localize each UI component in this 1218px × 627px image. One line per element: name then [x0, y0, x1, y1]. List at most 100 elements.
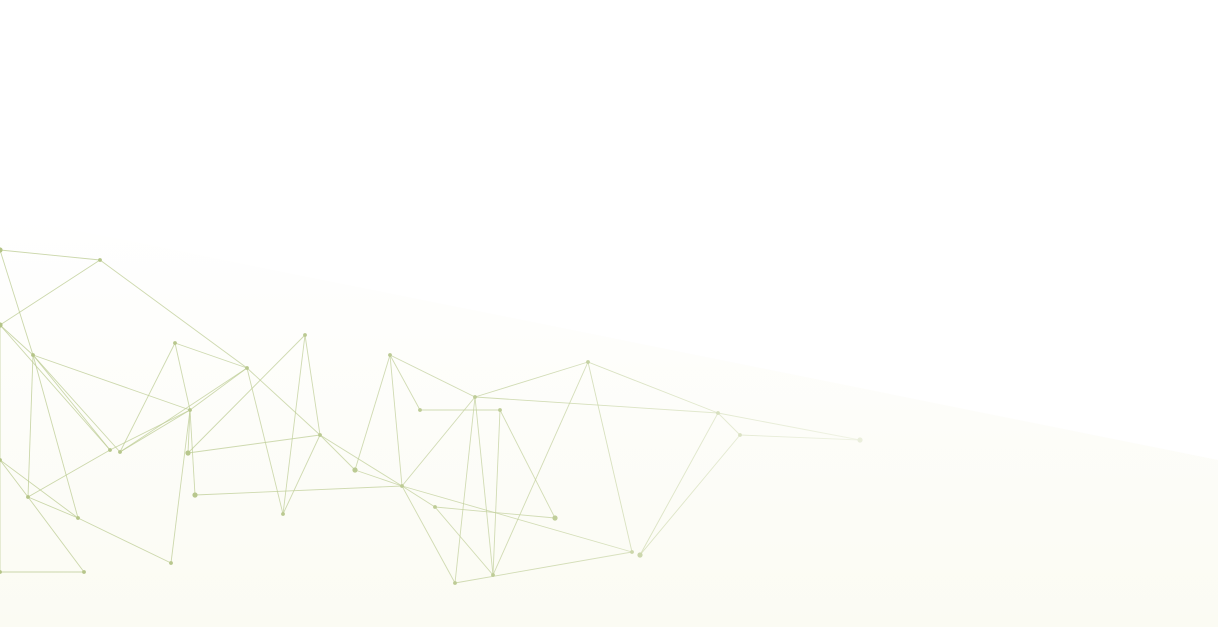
mesh-line-54 [0, 459, 79, 519]
mesh-line-26 [401, 485, 436, 508]
mesh-line-8 [109, 409, 191, 451]
mesh-node-3 [118, 450, 122, 454]
mesh-line-32 [474, 396, 494, 576]
mesh-line-3 [32, 354, 121, 453]
mesh-node-20 [552, 515, 558, 521]
mesh-line-16 [119, 342, 176, 453]
mesh-node-32 [0, 458, 2, 462]
mesh-line-17 [174, 342, 191, 411]
mesh-line-61 [189, 367, 248, 411]
mesh-node-13 [303, 333, 307, 337]
mesh-node-26 [716, 411, 720, 415]
mesh-line-49 [354, 354, 391, 471]
mesh-line-36 [474, 361, 589, 398]
mesh-line-30 [434, 506, 494, 576]
mesh-line-29 [401, 485, 456, 584]
mesh-node-17 [433, 505, 437, 509]
mesh-line-22 [304, 334, 321, 436]
mesh-node-34 [418, 408, 422, 412]
mesh-node-10 [192, 492, 198, 498]
mesh-node-30 [0, 247, 3, 253]
mesh-line-51 [389, 354, 476, 398]
mesh-node-28 [173, 341, 177, 345]
mesh-line-41 [639, 434, 741, 556]
mesh-line-58 [119, 367, 248, 453]
mesh-line-37 [587, 361, 633, 553]
mesh-line-12 [27, 496, 79, 519]
mesh-line-24 [187, 434, 321, 454]
mesh-node-1 [31, 353, 35, 357]
mesh-node-11 [281, 512, 285, 516]
mesh-node-19 [491, 573, 495, 577]
mesh-line-4 [27, 354, 34, 498]
mesh-node-18 [453, 581, 457, 585]
mesh-line-48 [99, 259, 248, 369]
mesh-line-52 [0, 459, 29, 498]
mesh-line-33 [492, 409, 501, 576]
mesh-line-18 [174, 342, 248, 369]
mesh-line-10 [170, 409, 191, 564]
mesh-line-7 [119, 409, 191, 453]
mesh-line-63 [401, 485, 633, 553]
mesh-line-31 [454, 396, 476, 584]
mesh-line-1 [0, 324, 111, 451]
mesh-line-62 [282, 434, 321, 515]
mesh-node-27 [738, 433, 742, 437]
mesh-line-20 [246, 367, 321, 436]
mesh-node-5 [185, 450, 191, 456]
mesh-line-42 [474, 396, 719, 414]
mesh-node-14 [318, 433, 322, 437]
mesh-node-8 [82, 570, 86, 574]
mesh-line-57 [187, 334, 306, 454]
mesh-line-47 [0, 249, 34, 356]
mesh-line-21 [282, 334, 306, 515]
mesh-line-55 [389, 354, 421, 411]
mesh-node-29 [98, 258, 102, 262]
mesh-line-34 [499, 409, 556, 519]
mesh-line-13 [27, 496, 85, 573]
mesh-line-9 [187, 409, 191, 454]
mesh-line-46 [0, 249, 101, 261]
mist-band [0, 215, 1218, 627]
mesh-node-0 [0, 322, 3, 328]
mesh-line-23 [319, 434, 356, 471]
mesh-line-5 [32, 354, 79, 519]
mesh-line-64 [401, 396, 476, 487]
mesh-node-16 [400, 484, 404, 488]
mesh-line-38 [492, 361, 589, 576]
mesh-line-45 [0, 259, 101, 326]
mesh-line-44 [454, 551, 633, 584]
mesh-line-27 [354, 469, 403, 487]
mesh-node-4 [188, 408, 192, 412]
mesh-line-14 [77, 517, 172, 564]
mesh-node-33 [0, 570, 2, 574]
mesh-node-21 [473, 395, 477, 399]
mesh-node-24 [630, 550, 634, 554]
mesh-node-6 [26, 495, 30, 499]
mesh-node-35 [857, 437, 863, 443]
mesh-line-39 [639, 412, 719, 556]
mesh-node-25 [637, 552, 643, 558]
mesh-line-19 [246, 367, 284, 515]
mesh-line-15 [27, 449, 111, 498]
mesh-node-22 [498, 408, 502, 412]
mesh-node-7 [76, 516, 80, 520]
mesh-node-15 [352, 467, 358, 473]
mesh-line-28 [319, 434, 403, 487]
mesh-node-31 [388, 353, 392, 357]
mesh-lines [0, 247, 863, 585]
mesh-line-40 [717, 412, 741, 436]
mesh-node-23 [586, 360, 590, 364]
mesh-node-2 [108, 448, 112, 452]
mesh-line-60 [717, 412, 861, 441]
mesh-line-50 [389, 354, 403, 487]
mesh-line-43 [587, 361, 719, 414]
mesh-line-0 [0, 324, 34, 356]
mesh-line-25 [194, 485, 403, 496]
mesh-line-2 [32, 354, 111, 451]
mesh-node-12 [245, 366, 249, 370]
mesh-line-59 [739, 434, 861, 441]
mesh-line-6 [32, 354, 191, 411]
